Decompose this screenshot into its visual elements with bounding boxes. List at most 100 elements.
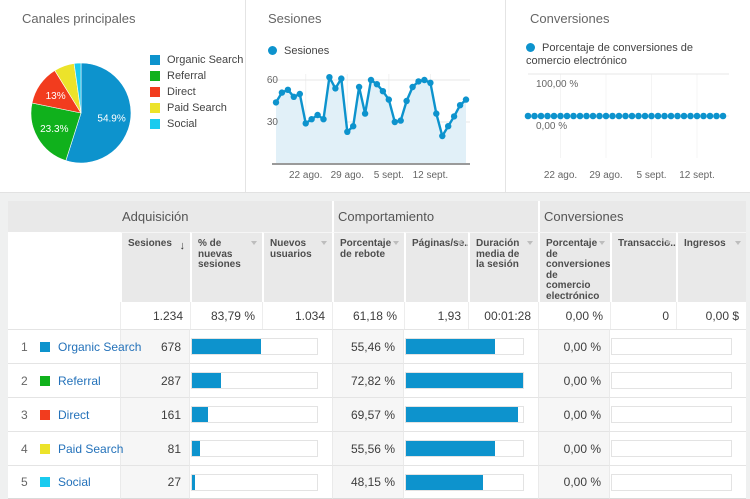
data-point: [415, 78, 422, 85]
column-header-label: % de nuevas sesiones: [198, 238, 241, 270]
legend-item-referral[interactable]: Referral: [150, 68, 243, 84]
transactions-bar-track: [611, 372, 733, 389]
summary-label-cell: [8, 302, 120, 329]
column-header-nuevos-usuarios[interactable]: Nuevos usuarios: [262, 232, 332, 302]
x-axis-label: 29 ago.: [331, 170, 364, 181]
data-point: [713, 112, 720, 120]
column-menu-chevron-icon[interactable]: [321, 241, 327, 245]
column-menu-chevron-icon[interactable]: [251, 241, 257, 245]
legend-item-social[interactable]: Social: [150, 116, 243, 132]
transactions-bar-cell: [610, 431, 747, 465]
data-point: [385, 96, 392, 103]
data-point: [596, 112, 603, 120]
channel-link-paid-search[interactable]: Paid Search: [58, 441, 124, 456]
data-point: [648, 112, 655, 120]
column-header-porcentaje-de-rebote[interactable]: Porcentaje de rebote: [332, 232, 404, 302]
summary-sesiones: 1.234: [120, 302, 190, 329]
summary-de-nuevas-sesiones: 83,79 %: [190, 302, 262, 329]
summary-p-ginas-se: 1,93: [404, 302, 468, 329]
channel-link-social[interactable]: Social: [58, 475, 91, 489]
column-header-label: Nuevos usuarios: [270, 238, 312, 260]
bounce-rate-bar: [406, 441, 496, 456]
channel-color-swatch-icon: [40, 341, 50, 352]
legend-item-organic-search[interactable]: Organic Search: [150, 52, 243, 68]
summary-porcentaje-de-conversiones-de-comercio-electr-nico: 0,00 %: [538, 302, 611, 329]
column-menu-chevron-icon[interactable]: [393, 241, 399, 245]
data-point: [524, 112, 532, 120]
data-point: [332, 85, 339, 92]
pie-slice-label: 23.3%: [40, 124, 68, 135]
bounce-rate-bar-cell: [404, 431, 539, 465]
bounce-rate-bar-track: [405, 440, 525, 457]
panel-conversions: Conversiones Porcentaje de conversiones …: [506, 0, 750, 192]
column-header-ingresos[interactable]: Ingresos: [676, 232, 747, 302]
channels-table-card: Adquisición Comportamiento Conversiones Ses…: [8, 201, 747, 499]
y-axis-label: 100,00 %: [536, 79, 578, 90]
legend-item-paid-search[interactable]: Paid Search: [150, 100, 243, 116]
bounce-rate-bar-cell: [404, 363, 539, 397]
channel-color-swatch-icon: [40, 375, 50, 386]
channels-pie-legend: Organic Search Referral Direct Paid Search S…: [150, 52, 243, 132]
data-point: [654, 112, 662, 120]
column-header-de-nuevas-sesiones[interactable]: % de nuevas sesiones: [190, 232, 262, 302]
sessions-bar: [192, 373, 222, 388]
data-point: [706, 112, 714, 120]
column-menu-chevron-icon[interactable]: [599, 241, 606, 245]
column-header-label: Transaccio...: [618, 238, 679, 249]
bounce-rate-value: 69,57 %: [332, 397, 404, 431]
column-header-sesiones[interactable]: Sesiones ↓: [120, 232, 190, 302]
column-menu-chevron-icon[interactable]: [457, 241, 463, 245]
data-point: [284, 86, 292, 93]
table-column-header-row: Sesiones ↓ % de nuevas sesiones Nuevos usua…: [8, 232, 747, 302]
channel-link-organic-search[interactable]: Organic Search: [58, 339, 142, 354]
column-header-porcentaje-de-conversiones-de-comercio-electr-nico[interactable]: Porcentaje de conversiones de comercio e…: [538, 232, 611, 302]
legend-swatch-icon: [150, 87, 160, 97]
row-rank: 3: [21, 407, 28, 422]
data-point: [445, 123, 452, 130]
sessions-bar-track: [191, 338, 318, 355]
column-menu-chevron-icon[interactable]: [665, 241, 672, 245]
data-point: [687, 112, 694, 120]
data-point: [355, 83, 363, 91]
pie-slice-label: 54.9%: [97, 113, 125, 124]
channel-label-cell: 2 Referral: [8, 363, 120, 397]
summary-duraci-n-media-de-la-sesi-n: 00:01:28: [468, 302, 539, 329]
pie-slice-label: 13%: [46, 91, 66, 102]
data-point: [544, 112, 551, 120]
sessions-value: 678: [120, 329, 190, 363]
column-header-transaccio[interactable]: Transaccio...: [610, 232, 679, 302]
data-point: [421, 76, 428, 84]
column-header-p-ginas-se[interactable]: Páginas/se...: [404, 232, 473, 302]
sessions-bar-track: [191, 372, 318, 389]
x-axis-label: 12 sept.: [679, 170, 715, 181]
bounce-rate-bar-cell: [404, 465, 539, 499]
data-point: [433, 110, 440, 117]
sessions-bar-track: [191, 473, 318, 491]
data-point: [661, 112, 668, 120]
conversions-legend[interactable]: Porcentaje de conversiones de comercio e…: [526, 42, 734, 68]
data-point: [583, 112, 590, 120]
column-header-duraci-n-media-de-la-sesi-n[interactable]: Duración media de la sesión: [468, 232, 539, 302]
data-point: [391, 118, 398, 126]
channel-link-referral[interactable]: Referral: [58, 373, 101, 388]
table-summary-row: 1.234 83,79 % 1.034 61,18 % 1,93 00:01:28 0,00…: [8, 302, 747, 329]
charts-row: Canales principales 54.9% 23.3% 13% Organi…: [0, 0, 750, 193]
data-point: [557, 112, 564, 120]
column-menu-chevron-icon[interactable]: [527, 241, 534, 245]
conversion-rate-value: 0,00 %: [538, 363, 611, 397]
data-point: [602, 112, 610, 120]
legend-item-direct[interactable]: Direct: [150, 84, 243, 100]
legend-swatch-icon: [150, 103, 160, 113]
sessions-legend[interactable]: Sesiones: [268, 45, 476, 58]
channel-link-direct[interactable]: Direct: [58, 407, 90, 422]
panel-sessions: Sesiones Sesiones 60 30 22 ago. 29 ago. 5 se…: [246, 0, 506, 192]
transactions-bar-track: [611, 473, 733, 491]
channels-pie-chart: 54.9% 23.3% 13%: [24, 56, 138, 170]
sessions-bar-cell: [190, 431, 332, 465]
summary-nuevos-usuarios: 1.034: [262, 302, 332, 329]
data-point: [397, 117, 404, 124]
sessions-legend-label: Sesiones: [284, 45, 330, 57]
column-menu-chevron-icon[interactable]: [735, 241, 742, 245]
x-axis-label: 22 ago.: [544, 170, 577, 181]
bounce-rate-value: 72,82 %: [332, 363, 404, 397]
